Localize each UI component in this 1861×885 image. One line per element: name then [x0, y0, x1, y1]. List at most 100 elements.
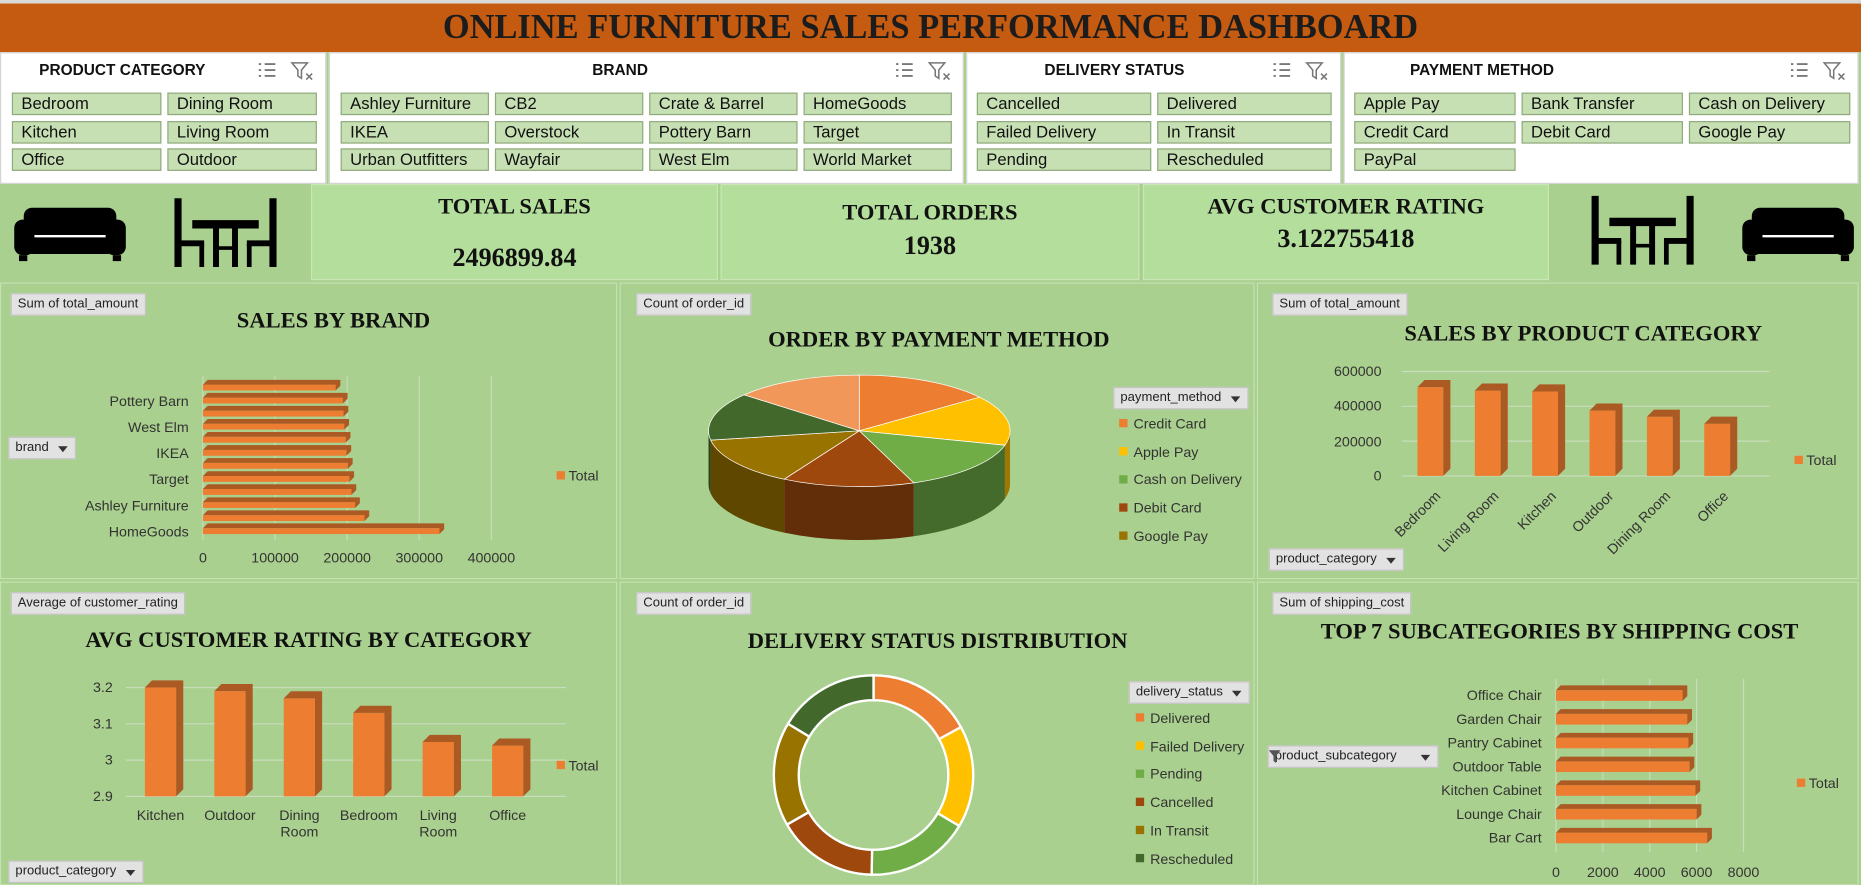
slicer-item[interactable]: Urban Outfitters — [340, 148, 489, 171]
bar-shade — [1555, 685, 1688, 701]
slicer-item[interactable]: Wayfair — [494, 148, 644, 171]
slicer-item[interactable]: Credit Card — [1354, 120, 1516, 144]
legend-label: Cancelled — [1150, 794, 1214, 811]
slicer-item[interactable]: PayPal — [1354, 148, 1516, 171]
x-tick-label: Kitchen — [136, 807, 185, 824]
slicer-item[interactable]: Ashley Furniture — [340, 92, 489, 116]
slicer: DELIVERY STATUS Cancelled Delivered Failed … — [966, 52, 1342, 184]
slicer-item[interactable]: Pending — [976, 148, 1152, 171]
slicer-item[interactable]: Target — [803, 120, 952, 144]
legend-label: Delivered — [1150, 709, 1211, 727]
bar-shade — [1555, 780, 1701, 796]
x-tick-label: 6000 — [1680, 864, 1713, 881]
slicer-item[interactable]: Pottery Barn — [649, 120, 798, 144]
bar-shade — [202, 523, 445, 535]
bar — [1646, 416, 1673, 476]
bar — [202, 384, 336, 391]
bar — [353, 712, 385, 797]
filter-icon — [1268, 750, 1281, 764]
slicer-title: BRAND — [592, 60, 648, 79]
y-tick-label: 600000 — [1333, 363, 1382, 380]
bar — [1555, 808, 1697, 820]
slicer-item[interactable]: Apple Pay — [1354, 92, 1516, 116]
legend-field-button[interactable]: payment_method — [1113, 386, 1249, 410]
x-tick-label: 8000 — [1727, 864, 1760, 881]
slicer-item[interactable]: West Elm — [649, 148, 798, 171]
slicer-item[interactable]: HomeGoods — [803, 92, 952, 116]
legend-label: Google Pay — [1133, 527, 1208, 545]
legend-label: In Transit — [1150, 822, 1209, 839]
bar-shade — [1555, 756, 1695, 773]
x-tick-label: 400000 — [467, 549, 516, 567]
funnel — [1268, 750, 1281, 764]
axis-field-button[interactable]: product_category — [8, 860, 144, 884]
axis-field-button[interactable]: product_category — [1268, 548, 1405, 571]
slicer-icons[interactable] — [252, 59, 323, 83]
pie-side — [708, 430, 711, 494]
slicer-item[interactable]: Cash on Delivery — [1688, 92, 1851, 116]
legend-marker — [1796, 778, 1806, 787]
slicer-item[interactable]: Cancelled — [976, 92, 1152, 116]
x-tick-label: 100000 — [251, 549, 299, 567]
legend-marker — [1119, 531, 1128, 540]
axis-field-button[interactable]: brand — [8, 436, 77, 460]
bar-shade — [492, 738, 531, 797]
slicer-item[interactable]: Crate & Barrel — [649, 92, 798, 116]
legend-field-button[interactable]: delivery_status — [1128, 681, 1251, 704]
chart-panel: DELIVERY STATUS DISTRIBUTION Count of ord… — [619, 581, 1255, 885]
slicer-item[interactable]: Debit Card — [1521, 120, 1683, 144]
slicer-item[interactable]: In Transit — [1157, 120, 1332, 144]
slicer-item[interactable]: Dining Room — [167, 92, 317, 116]
kpi-card: TOTAL SALES 2496899.84 — [310, 183, 719, 281]
chart — [125, 680, 567, 797]
x-tick-label: 300000 — [395, 549, 444, 567]
slicer-item[interactable]: Overstock — [494, 120, 644, 144]
slicer-item[interactable]: CB2 — [494, 92, 644, 116]
slicer-item[interactable]: Bank Transfer — [1521, 92, 1683, 116]
slicer-item[interactable]: Delivered — [1157, 92, 1332, 116]
bar-shade — [202, 392, 348, 404]
axis-field-button[interactable]: product_subcategory — [1267, 745, 1439, 768]
slicer-item[interactable]: Bedroom — [11, 92, 162, 116]
legend-marker — [1119, 418, 1128, 428]
value-field-button[interactable]: Count of order_id — [636, 293, 752, 316]
bar — [1555, 690, 1683, 701]
value-field-button[interactable]: Count of order_id — [636, 592, 752, 615]
slicer-item[interactable]: Google Pay — [1688, 120, 1851, 144]
bar — [202, 397, 343, 404]
multi-select-icon — [1790, 63, 1808, 77]
slicer-item[interactable]: World Market — [803, 148, 952, 171]
value-field-button[interactable]: Average of customer_rating — [10, 592, 186, 615]
bar — [202, 462, 348, 469]
slicer-item[interactable]: Living Room — [167, 120, 317, 144]
value-field-button[interactable]: Sum of total_amount — [1272, 293, 1408, 316]
slicer-item[interactable]: Rescheduled — [1157, 148, 1332, 171]
x-tick-label: Bedroom — [339, 807, 398, 824]
slicer: BRAND Ashley Furniture CB2 Crate & Barrel Ho… — [328, 52, 964, 184]
slicer-icons[interactable] — [1266, 59, 1337, 83]
y-tick-label: Pottery Barn — [109, 392, 189, 409]
bar-shade — [202, 471, 355, 482]
bar — [1589, 410, 1616, 476]
legend-marker — [1135, 853, 1145, 863]
slicer-item[interactable]: Kitchen — [11, 120, 162, 144]
clear-filter-icon — [927, 62, 951, 81]
legend-label: Apple Pay — [1133, 443, 1199, 461]
slicer-item[interactable]: IKEA — [340, 120, 489, 144]
sofa-icon — [13, 206, 127, 263]
slicer-item[interactable]: Failed Delivery — [976, 120, 1152, 144]
bar — [1417, 387, 1444, 476]
bar — [1555, 761, 1690, 773]
value-field-button[interactable]: Sum of total_amount — [10, 293, 146, 316]
bar — [202, 436, 346, 443]
legend-marker — [1135, 797, 1145, 806]
slicer-item[interactable]: Outdoor — [167, 148, 317, 171]
slicer-icons[interactable] — [889, 59, 960, 83]
value-field-button[interactable]: Sum of shipping_cost — [1272, 592, 1412, 615]
legend-label: Debit Card — [1133, 499, 1202, 517]
x-tick-label: 200000 — [323, 549, 371, 567]
slicer-icons[interactable] — [1784, 59, 1855, 83]
slicer-item[interactable]: Office — [11, 148, 162, 171]
y-tick-label: Bar Cart — [1488, 829, 1542, 847]
